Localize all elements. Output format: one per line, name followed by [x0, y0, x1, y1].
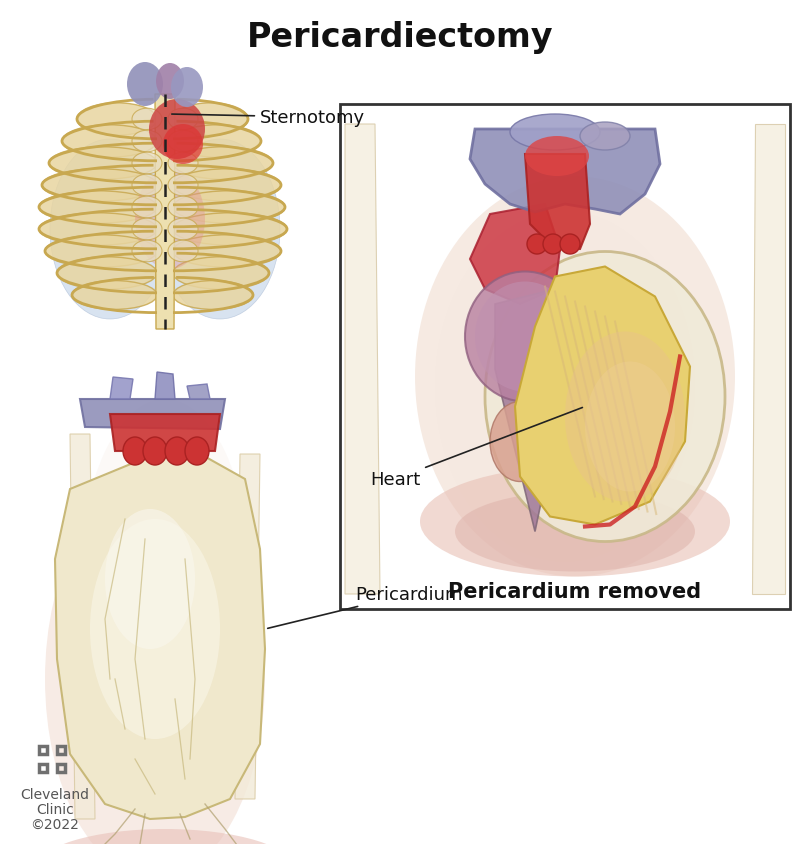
Ellipse shape	[415, 177, 735, 576]
Ellipse shape	[163, 125, 203, 165]
Ellipse shape	[77, 104, 157, 136]
Ellipse shape	[132, 197, 162, 219]
Ellipse shape	[132, 131, 162, 153]
Ellipse shape	[173, 148, 273, 180]
Ellipse shape	[168, 131, 198, 153]
Ellipse shape	[132, 109, 162, 131]
Ellipse shape	[173, 235, 281, 268]
Text: Heart: Heart	[370, 408, 582, 489]
Polygon shape	[155, 372, 175, 399]
Text: Clinic: Clinic	[36, 802, 74, 816]
Text: Pericardiectomy: Pericardiectomy	[246, 21, 554, 54]
Ellipse shape	[39, 214, 157, 246]
Polygon shape	[55, 452, 265, 819]
Bar	[57, 746, 65, 754]
Polygon shape	[525, 154, 590, 250]
Ellipse shape	[173, 170, 281, 202]
Ellipse shape	[173, 192, 285, 224]
Ellipse shape	[135, 170, 205, 270]
Ellipse shape	[168, 109, 198, 131]
Text: ©2022: ©2022	[30, 817, 79, 831]
Polygon shape	[235, 454, 260, 799]
Ellipse shape	[156, 64, 184, 100]
Polygon shape	[110, 414, 220, 452]
Text: Pericardium removed: Pericardium removed	[449, 582, 702, 601]
Ellipse shape	[475, 282, 575, 392]
Ellipse shape	[173, 104, 248, 136]
Ellipse shape	[50, 140, 170, 320]
Ellipse shape	[49, 148, 157, 180]
Ellipse shape	[173, 257, 269, 289]
Ellipse shape	[171, 68, 203, 108]
Text: Pericardium: Pericardium	[268, 585, 462, 629]
Ellipse shape	[565, 332, 685, 502]
Polygon shape	[80, 399, 225, 430]
Polygon shape	[470, 130, 660, 214]
Ellipse shape	[465, 272, 585, 402]
Bar	[340, 105, 790, 609]
Ellipse shape	[42, 170, 157, 202]
Bar	[57, 764, 65, 772]
Ellipse shape	[585, 362, 675, 492]
Ellipse shape	[123, 437, 147, 465]
Ellipse shape	[168, 197, 198, 219]
Ellipse shape	[490, 402, 550, 482]
Ellipse shape	[143, 437, 167, 465]
Polygon shape	[495, 289, 575, 532]
Polygon shape	[187, 385, 210, 399]
Ellipse shape	[173, 214, 287, 246]
Ellipse shape	[168, 241, 198, 262]
Ellipse shape	[105, 510, 195, 649]
Ellipse shape	[160, 140, 280, 320]
Ellipse shape	[510, 115, 600, 151]
Polygon shape	[470, 205, 560, 305]
Ellipse shape	[132, 175, 162, 197]
Ellipse shape	[80, 399, 250, 759]
Ellipse shape	[62, 126, 157, 158]
Ellipse shape	[173, 281, 253, 310]
Ellipse shape	[185, 437, 209, 465]
Ellipse shape	[72, 281, 157, 310]
Ellipse shape	[525, 137, 589, 176]
Text: Diaphragm: Diaphragm	[0, 843, 1, 844]
Ellipse shape	[90, 519, 220, 739]
Bar	[39, 746, 47, 754]
Ellipse shape	[57, 257, 157, 289]
Ellipse shape	[420, 467, 730, 576]
Ellipse shape	[543, 235, 563, 255]
Polygon shape	[110, 377, 133, 399]
Ellipse shape	[132, 219, 162, 241]
Ellipse shape	[45, 235, 157, 268]
Polygon shape	[155, 95, 175, 330]
Text: Sternotomy: Sternotomy	[172, 109, 365, 127]
Ellipse shape	[560, 235, 580, 255]
Ellipse shape	[435, 212, 695, 562]
Ellipse shape	[168, 175, 198, 197]
Ellipse shape	[35, 829, 295, 844]
Ellipse shape	[168, 153, 198, 175]
Ellipse shape	[455, 492, 695, 572]
Ellipse shape	[173, 126, 261, 158]
Text: Cleveland: Cleveland	[21, 787, 90, 801]
Ellipse shape	[165, 437, 189, 465]
Ellipse shape	[168, 219, 198, 241]
Ellipse shape	[39, 192, 157, 224]
Bar	[39, 764, 47, 772]
Polygon shape	[515, 268, 690, 525]
Polygon shape	[70, 435, 95, 819]
Ellipse shape	[527, 235, 547, 255]
Ellipse shape	[580, 123, 630, 151]
Ellipse shape	[132, 153, 162, 175]
Polygon shape	[752, 125, 785, 594]
Ellipse shape	[149, 100, 205, 160]
Ellipse shape	[127, 63, 163, 107]
Ellipse shape	[45, 479, 265, 844]
Ellipse shape	[132, 241, 162, 262]
Polygon shape	[345, 125, 380, 594]
Ellipse shape	[485, 252, 725, 542]
